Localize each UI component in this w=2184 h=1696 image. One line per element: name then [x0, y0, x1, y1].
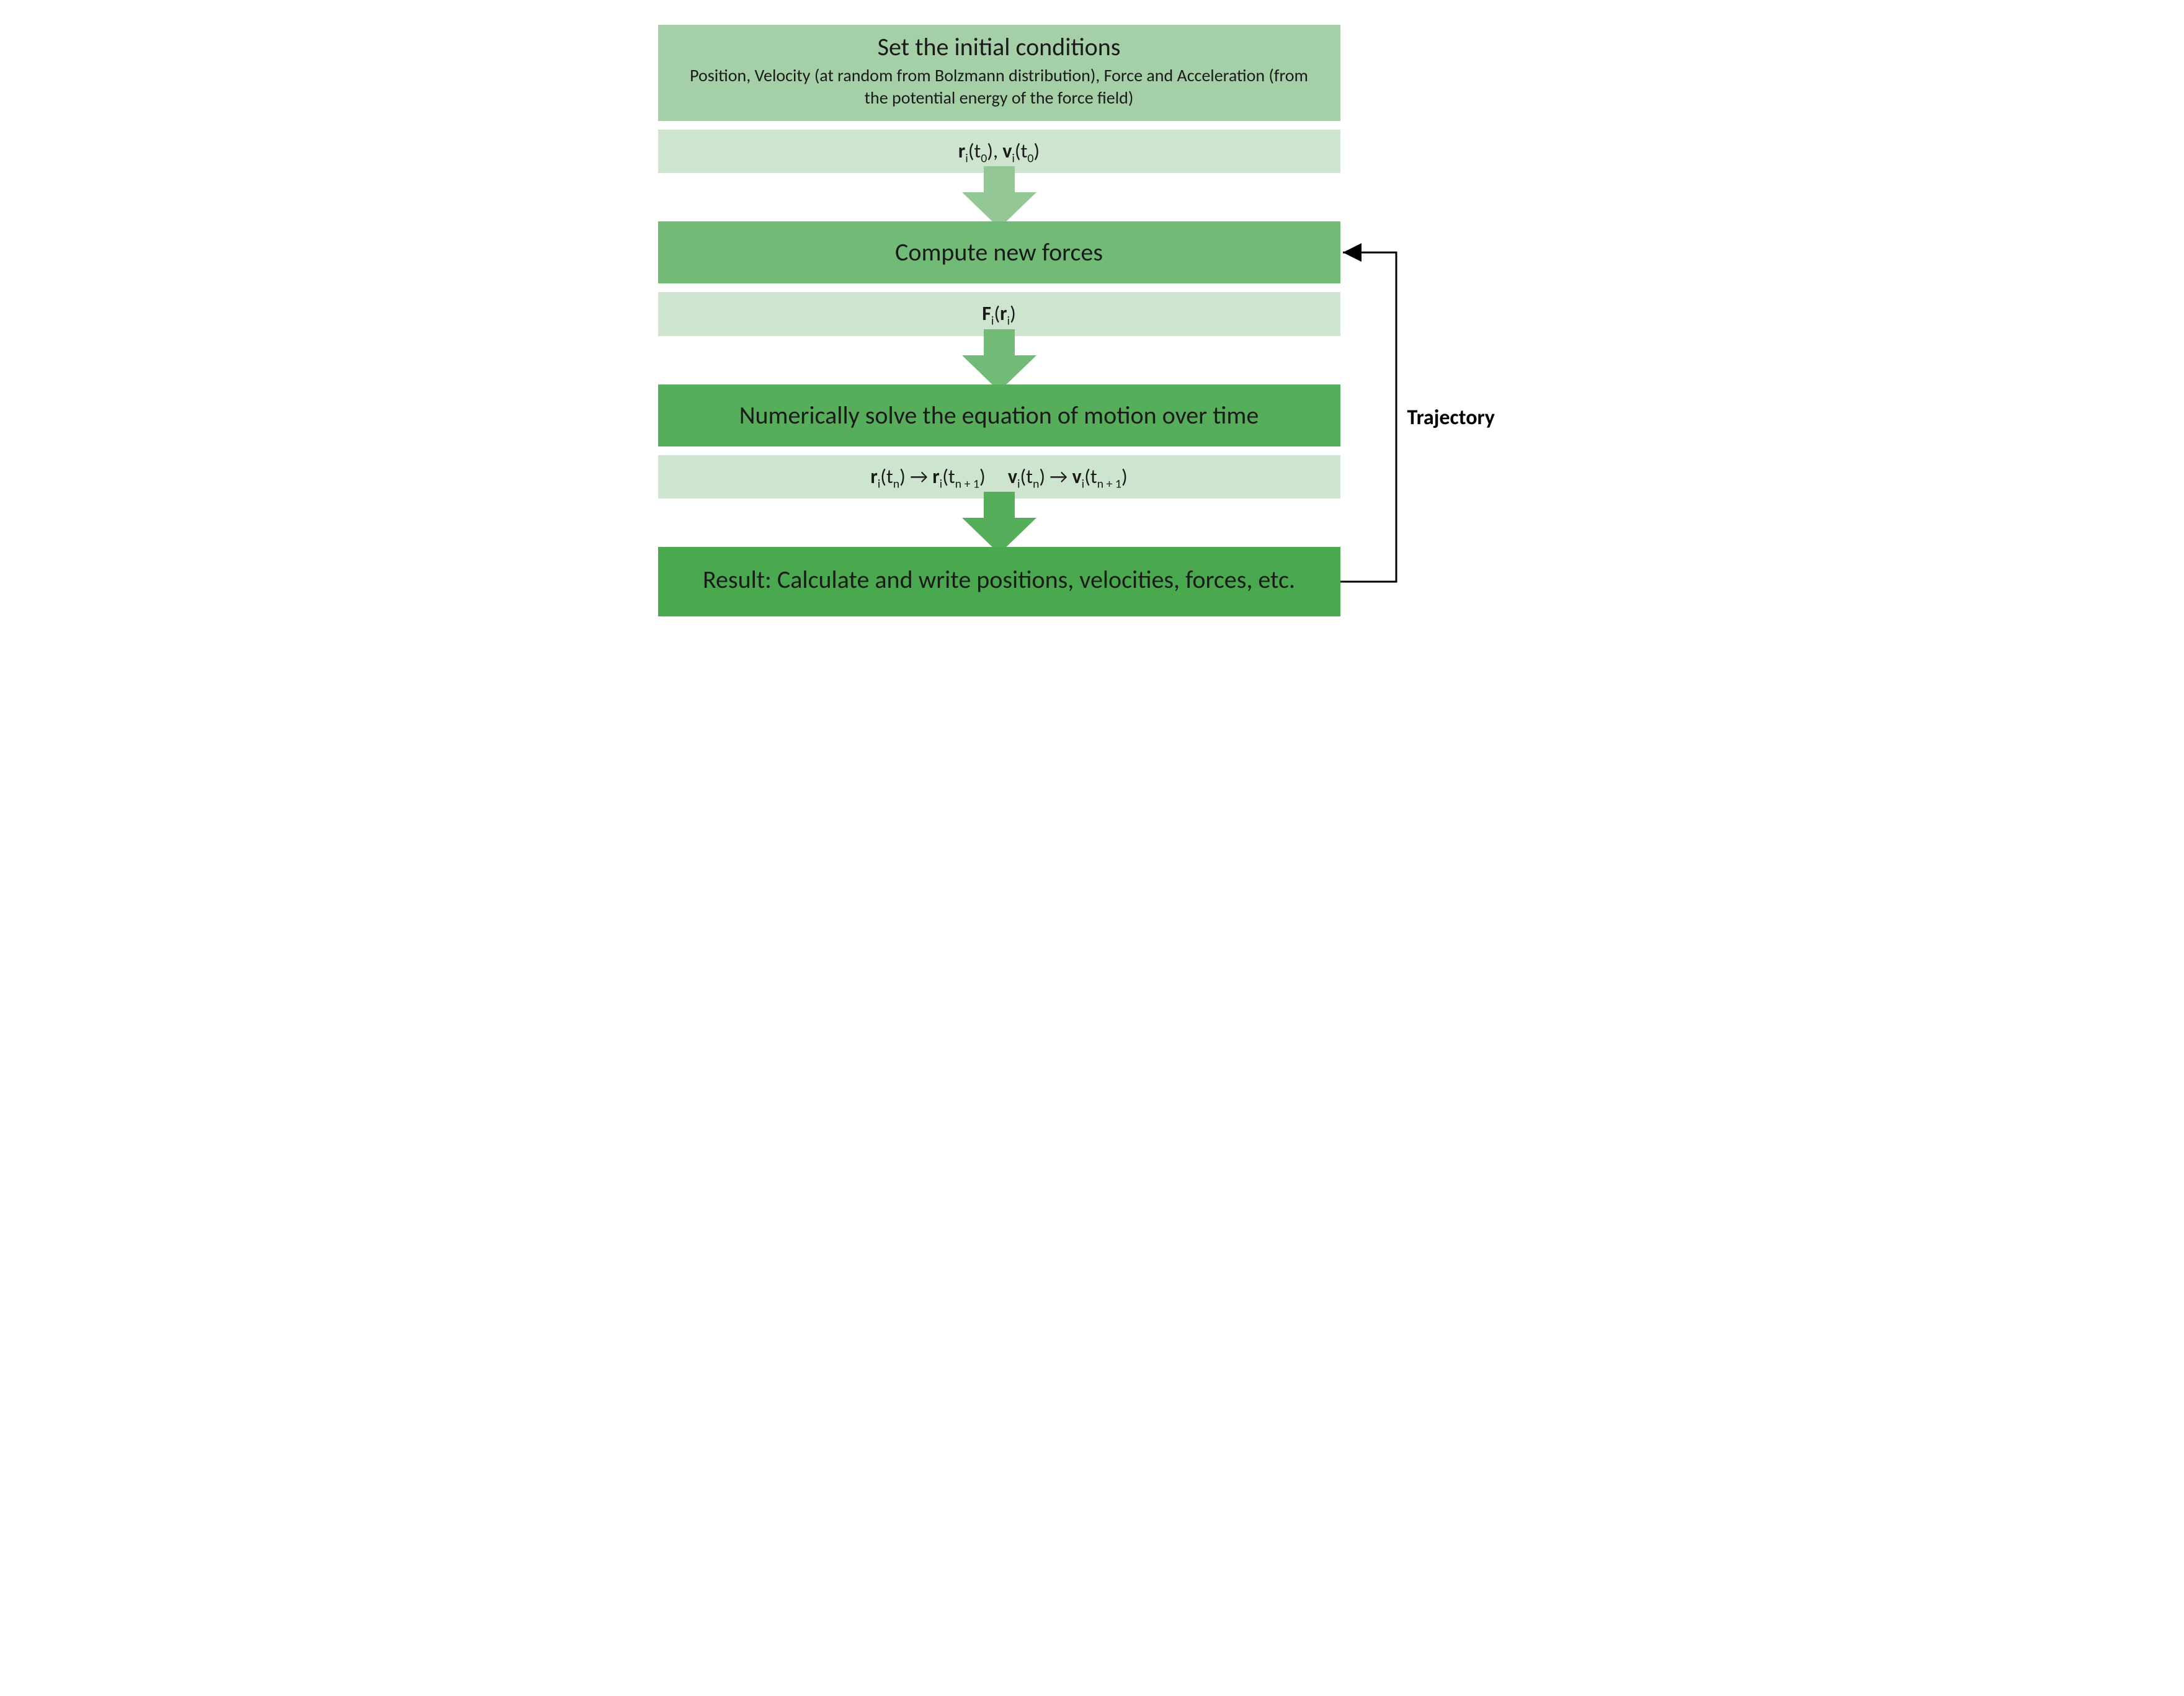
- txt: (t: [942, 464, 955, 489]
- sub: n: [1033, 476, 1039, 491]
- sub: n: [893, 476, 899, 491]
- step3-title: Compute new forces: [895, 237, 1103, 267]
- spacer: [986, 464, 1008, 489]
- step1-title: Set the initial conditions: [683, 32, 1316, 62]
- gap: [658, 446, 1340, 455]
- step7-title: Result: Calculate and write positions, v…: [703, 564, 1295, 595]
- sub: 0: [1027, 151, 1033, 166]
- arrow-glyph: →: [1050, 464, 1072, 489]
- txt: ): [899, 464, 910, 489]
- sub: n + 1: [955, 476, 979, 491]
- step-initial-conditions: Set the initial conditions Position, Vel…: [658, 25, 1340, 121]
- sub: 0: [981, 151, 987, 166]
- step-compute-forces: Compute new forces: [658, 221, 1340, 283]
- trajectory-label: Trajectory: [1407, 405, 1495, 430]
- sym-r: r: [1000, 301, 1007, 326]
- step-result: Result: Calculate and write positions, v…: [658, 547, 1340, 616]
- sym-r: r: [932, 464, 939, 489]
- sub: n + 1: [1097, 476, 1121, 491]
- step5-title: Numerically solve the equation of motion…: [739, 400, 1259, 430]
- gap: [658, 283, 1340, 292]
- arrow-2: [658, 332, 1340, 388]
- sym-v: v: [1002, 139, 1012, 163]
- txt: (t: [880, 464, 893, 489]
- txt: ): [1033, 139, 1040, 163]
- step-solve-motion: Numerically solve the equation of motion…: [658, 384, 1340, 446]
- arrow-1: [658, 169, 1340, 225]
- txt: (t: [968, 139, 981, 163]
- txt: ): [1039, 464, 1050, 489]
- txt: (: [994, 301, 1000, 326]
- sym-r: r: [870, 464, 877, 489]
- txt: ),: [987, 139, 1002, 163]
- sym-F: F: [982, 301, 991, 326]
- gap: [658, 121, 1340, 130]
- flow-column: Set the initial conditions Position, Vel…: [658, 25, 1340, 616]
- txt: ): [1010, 301, 1016, 326]
- txt: (t: [1020, 464, 1033, 489]
- sym-v: v: [1008, 464, 1017, 489]
- txt: ): [979, 464, 986, 489]
- arrow-3: [658, 495, 1340, 551]
- txt: ): [1121, 464, 1128, 489]
- step1-subtitle: Position, Velocity (at random from Bolzm…: [683, 64, 1316, 110]
- txt: (t: [1084, 464, 1097, 489]
- sym-v: v: [1072, 464, 1082, 489]
- arrow-glyph: →: [910, 464, 932, 489]
- md-flowchart: Set the initial conditions Position, Vel…: [658, 25, 1527, 616]
- txt: (t: [1015, 139, 1027, 163]
- sym-r: r: [958, 139, 965, 163]
